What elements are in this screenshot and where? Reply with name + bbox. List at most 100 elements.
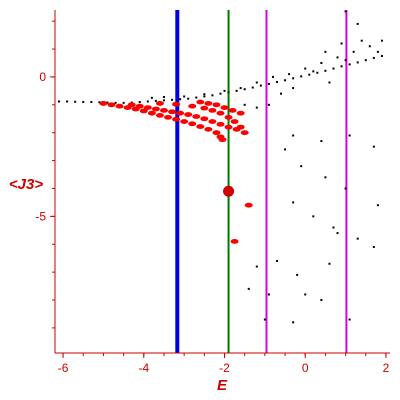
black-point: [380, 39, 383, 42]
red-point: [224, 114, 233, 120]
red-point: [184, 112, 193, 117]
black-point: [187, 97, 190, 100]
reference-lines: [175, 10, 348, 353]
black-point-series: [58, 10, 383, 324]
black-point: [380, 55, 383, 58]
black-point: [364, 59, 367, 62]
red-point: [224, 124, 233, 130]
black-point: [275, 80, 278, 83]
black-point: [275, 259, 278, 262]
y-tick-label: -5: [35, 209, 46, 223]
black-point: [324, 69, 327, 72]
red-point: [240, 130, 249, 136]
black-point: [320, 140, 323, 143]
black-point: [138, 101, 141, 104]
red-point: [208, 107, 217, 113]
black-point: [66, 100, 69, 103]
black-point: [203, 93, 206, 96]
black-point: [368, 45, 371, 48]
black-point: [296, 273, 299, 276]
red-point: [200, 105, 209, 111]
black-point: [82, 101, 85, 104]
red-point: [107, 102, 116, 108]
red-point: [139, 108, 148, 114]
black-point: [300, 75, 303, 78]
red-point: [155, 113, 164, 118]
black-point: [356, 237, 359, 240]
black-point: [372, 246, 375, 249]
black-point: [162, 96, 165, 99]
red-point: [172, 101, 181, 107]
black-point: [320, 61, 323, 64]
black-point: [292, 77, 295, 80]
black-point: [340, 42, 343, 45]
black-point: [284, 79, 287, 82]
black-point: [235, 89, 238, 92]
black-point: [280, 92, 283, 95]
black-point: [308, 73, 311, 76]
x-tick-label: 2: [383, 361, 390, 375]
black-point: [344, 187, 347, 190]
black-point: [146, 100, 149, 103]
red-point: [230, 239, 239, 244]
red-point: [115, 103, 124, 109]
red-point: [236, 110, 245, 116]
x-tick-label: -6: [58, 361, 69, 375]
black-point: [154, 99, 157, 102]
black-point: [267, 103, 270, 106]
black-point: [98, 101, 101, 104]
black-point: [312, 70, 315, 73]
black-point: [267, 293, 270, 296]
red-point: [143, 105, 152, 111]
black-point: [376, 204, 379, 207]
black-point: [348, 318, 351, 321]
black-point: [74, 100, 77, 103]
red-point: [180, 119, 189, 124]
black-point: [348, 134, 351, 137]
black-point: [259, 84, 262, 87]
red-point: [127, 102, 136, 108]
x-tick-label: -2: [219, 361, 230, 375]
red-point: [192, 114, 201, 119]
black-point: [316, 71, 319, 74]
red-point: [244, 202, 253, 208]
red-point: [212, 102, 221, 108]
red-point: [204, 101, 213, 106]
red-point: [176, 110, 185, 116]
red-point: [188, 121, 197, 127]
black-point: [195, 96, 198, 99]
red-point: [228, 107, 237, 113]
black-point: [243, 88, 246, 91]
black-point: [211, 94, 214, 97]
black-point: [372, 145, 375, 148]
red-point: [230, 119, 239, 124]
black-point: [292, 321, 295, 324]
black-point: [90, 101, 93, 104]
black-point: [106, 101, 109, 104]
black-point: [255, 81, 258, 84]
axes: [54, 10, 390, 354]
red-point: [135, 103, 144, 109]
black-point: [243, 103, 246, 106]
black-point: [58, 100, 61, 103]
red-point: [200, 116, 209, 122]
black-point: [324, 176, 327, 179]
red-point: [216, 121, 225, 127]
black-point: [267, 82, 270, 85]
black-point: [352, 50, 355, 53]
red-point: [172, 116, 181, 122]
black-point: [183, 95, 186, 98]
black-point: [360, 39, 363, 42]
red-point: [188, 103, 197, 109]
y-axis-label: <J3>: [9, 176, 43, 193]
axis-ticks: -6 -4 -2 0 2 0 -5: [35, 20, 390, 375]
black-point: [122, 101, 125, 104]
red-point: [218, 137, 227, 143]
red-point: [147, 110, 156, 116]
black-point: [219, 92, 222, 95]
black-point: [114, 101, 117, 104]
red-point-series: [99, 99, 253, 244]
black-point: [320, 299, 323, 302]
black-point: [376, 50, 379, 53]
